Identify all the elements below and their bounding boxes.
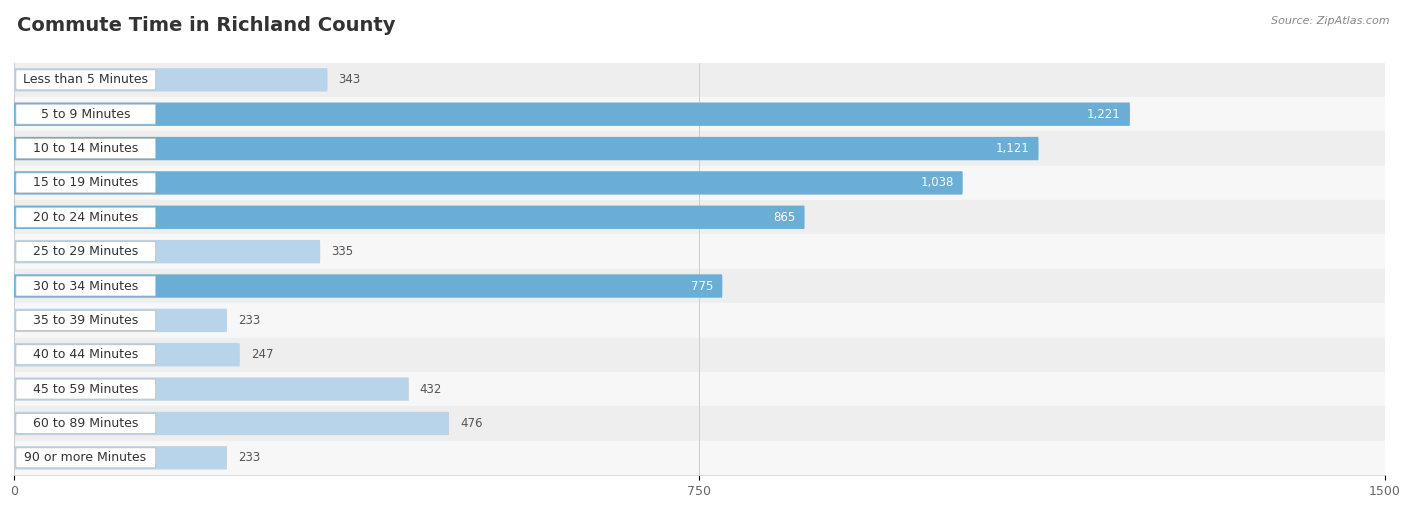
Text: 775: 775 <box>690 279 713 292</box>
Text: 90 or more Minutes: 90 or more Minutes <box>24 452 146 465</box>
FancyBboxPatch shape <box>15 448 156 468</box>
Bar <box>14 234 1385 269</box>
FancyBboxPatch shape <box>15 207 156 227</box>
FancyBboxPatch shape <box>14 137 1039 160</box>
Text: Commute Time in Richland County: Commute Time in Richland County <box>17 16 395 34</box>
Text: Source: ZipAtlas.com: Source: ZipAtlas.com <box>1271 16 1389 26</box>
Text: 20 to 24 Minutes: 20 to 24 Minutes <box>32 211 138 224</box>
Text: 1,038: 1,038 <box>920 176 953 189</box>
FancyBboxPatch shape <box>14 240 321 263</box>
Text: 35 to 39 Minutes: 35 to 39 Minutes <box>32 314 138 327</box>
Text: 10 to 14 Minutes: 10 to 14 Minutes <box>32 142 138 155</box>
FancyBboxPatch shape <box>14 412 449 435</box>
Bar <box>14 338 1385 372</box>
FancyBboxPatch shape <box>14 446 226 469</box>
Text: 476: 476 <box>460 417 482 430</box>
Text: 40 to 44 Minutes: 40 to 44 Minutes <box>32 348 138 361</box>
Text: 25 to 29 Minutes: 25 to 29 Minutes <box>32 245 138 258</box>
FancyBboxPatch shape <box>14 171 963 195</box>
Text: 45 to 59 Minutes: 45 to 59 Minutes <box>32 383 138 396</box>
FancyBboxPatch shape <box>15 138 156 159</box>
Text: 865: 865 <box>773 211 796 224</box>
Bar <box>14 303 1385 338</box>
FancyBboxPatch shape <box>14 309 226 332</box>
Text: 30 to 34 Minutes: 30 to 34 Minutes <box>32 279 138 292</box>
Bar <box>14 406 1385 441</box>
FancyBboxPatch shape <box>15 345 156 365</box>
Bar <box>14 200 1385 234</box>
Text: 15 to 19 Minutes: 15 to 19 Minutes <box>32 176 138 189</box>
Text: 432: 432 <box>420 383 443 396</box>
FancyBboxPatch shape <box>14 377 409 401</box>
Text: 343: 343 <box>339 73 361 86</box>
Bar <box>14 166 1385 200</box>
FancyBboxPatch shape <box>15 104 156 124</box>
Text: 233: 233 <box>238 314 260 327</box>
FancyBboxPatch shape <box>15 70 156 90</box>
FancyBboxPatch shape <box>14 275 723 298</box>
FancyBboxPatch shape <box>14 343 240 366</box>
Bar <box>14 63 1385 97</box>
Text: 1,121: 1,121 <box>995 142 1029 155</box>
FancyBboxPatch shape <box>15 276 156 296</box>
Bar <box>14 132 1385 166</box>
FancyBboxPatch shape <box>15 413 156 433</box>
Text: 1,221: 1,221 <box>1087 108 1121 121</box>
Bar <box>14 372 1385 406</box>
Text: 233: 233 <box>238 452 260 465</box>
Text: 335: 335 <box>332 245 353 258</box>
FancyBboxPatch shape <box>15 379 156 399</box>
Text: 5 to 9 Minutes: 5 to 9 Minutes <box>41 108 131 121</box>
FancyBboxPatch shape <box>14 68 328 91</box>
FancyBboxPatch shape <box>15 311 156 330</box>
Text: Less than 5 Minutes: Less than 5 Minutes <box>22 73 148 86</box>
FancyBboxPatch shape <box>14 206 804 229</box>
Bar <box>14 97 1385 132</box>
Text: 247: 247 <box>250 348 273 361</box>
Bar <box>14 269 1385 303</box>
Bar <box>14 441 1385 475</box>
FancyBboxPatch shape <box>14 102 1130 126</box>
Text: 60 to 89 Minutes: 60 to 89 Minutes <box>32 417 138 430</box>
FancyBboxPatch shape <box>15 242 156 262</box>
FancyBboxPatch shape <box>15 173 156 193</box>
